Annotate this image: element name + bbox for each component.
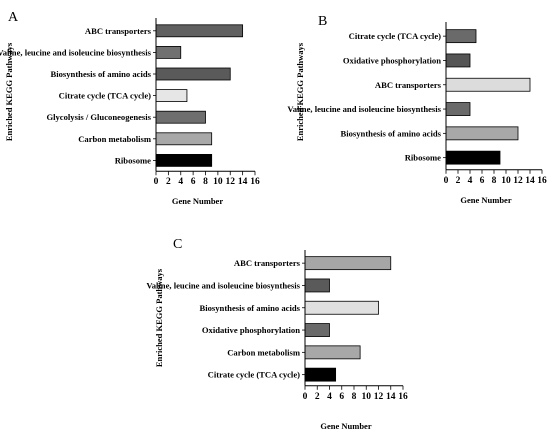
panel-b-x-tick-label: 2 <box>456 176 461 186</box>
panel-b-letter: B <box>318 14 327 29</box>
panel-b-x-tick-label: 10 <box>501 176 511 186</box>
panel-b-x-tick-label: 14 <box>525 176 535 186</box>
panel-b-bar <box>445 126 519 141</box>
panel-c-x-tick-label: 10 <box>362 392 372 402</box>
panel-c-letter: C <box>173 237 182 252</box>
panel-b-bar <box>445 77 531 92</box>
panel-c-x-axis-title: Gene Number <box>320 421 371 431</box>
panel-b-y-axis-title: Enriched KEGG Pathways <box>295 42 305 141</box>
panel-b-bar <box>445 102 471 116</box>
panel-c-bar <box>304 367 337 382</box>
panel-c-bar <box>304 256 392 271</box>
panel-a-category-label: Citrate cycle (TCA cycle) <box>59 91 151 101</box>
panel-a-category-label: Biosynthesis of amino acids <box>50 69 151 79</box>
panel-c-bar <box>304 323 330 337</box>
panel-c-x-tick-label: 12 <box>374 392 384 402</box>
panel-c-bar <box>304 345 361 360</box>
panel-b-x-tick-label: 16 <box>537 176 547 186</box>
panel-b-category-label: Valine, leucine and isoleucine biosynthe… <box>287 104 441 114</box>
panel-a-bar <box>155 132 213 146</box>
panel-a-category-label: Glycolysis / Gluconeogenesis <box>46 112 151 122</box>
panel-b-bar <box>445 150 501 165</box>
panel-a-chart: A Enriched KEGG Pathways ABC transporters V… <box>0 10 260 206</box>
panel-c-chart: C Enriched KEGG Pathways ABC transporters V… <box>146 237 408 431</box>
panel-a-bar <box>155 110 206 124</box>
panel-a-bar <box>155 89 188 102</box>
panel-a-x-tick-label: 0 <box>154 177 159 187</box>
panel-c-x-tick-label: 0 <box>303 392 308 402</box>
panel-c-x-tick-label: 2 <box>315 392 320 402</box>
panel-b-x-tick-label: 8 <box>492 176 497 186</box>
panel-c-x-tick-label: 4 <box>327 392 332 402</box>
panel-b-x-tick-label: 6 <box>480 176 485 186</box>
panel-a-x-tick-label: 10 <box>213 177 223 187</box>
panel-b-category-label: Ribosome <box>405 153 441 163</box>
panel-c-x-tick-label: 8 <box>352 392 357 402</box>
panel-b-category-label: Oxidative phosphorylation <box>343 55 441 65</box>
panel-b-bar <box>445 29 477 44</box>
panel-c-category-label: Biosynthesis of amino acids <box>199 303 300 313</box>
panel-a-bar <box>155 153 213 167</box>
panel-c-category-label: Carbon metabolism <box>227 347 301 357</box>
panel-a-x-tick-label: 4 <box>178 177 183 187</box>
panel-b-chart: B Enriched KEGG Pathways Citrate cycle (TC… <box>287 14 547 205</box>
panel-c-category-label: Citrate cycle (TCA cycle) <box>208 370 300 380</box>
panel-a-x-axis-title: Gene Number <box>172 196 223 206</box>
panel-c-x-tick-label: 16 <box>398 392 408 402</box>
panel-a-letter: A <box>8 10 19 25</box>
panel-b-x-axis-title: Gene Number <box>460 195 511 205</box>
panel-c-bar <box>304 278 330 293</box>
panel-a-x-tick-label: 6 <box>191 177 196 187</box>
panel-a-category-label: Valine, leucine and isoleucine biosynthe… <box>0 47 152 57</box>
panel-a-x-tick-label: 2 <box>166 177 171 187</box>
panel-c-category-label: ABC transporters <box>234 258 301 268</box>
panel-b-category-label: ABC transporters <box>375 80 442 90</box>
panel-a-category-label: Carbon metabolism <box>78 134 152 144</box>
panel-c-category-label: Oxidative phosphorylation <box>202 325 300 335</box>
panel-c-y-axis-title: Enriched KEGG Pathways <box>154 268 164 367</box>
panel-c-bar <box>304 300 379 315</box>
panel-a-bar <box>155 46 182 59</box>
panel-a-x-tick-label: 14 <box>238 177 248 187</box>
panel-a-bar <box>155 67 231 81</box>
panel-b-x-tick-label: 12 <box>513 176 523 186</box>
panel-b-x-tick-label: 0 <box>444 176 449 186</box>
panel-b-x-tick-label: 4 <box>468 176 473 186</box>
panel-a-x-tick-label: 8 <box>203 177 208 187</box>
panel-a-bar <box>155 24 244 38</box>
panel-b-category-label: Citrate cycle (TCA cycle) <box>349 31 441 41</box>
panel-a-y-axis-title: Enriched KEGG Pathways <box>4 42 14 141</box>
panel-a-category-label: Ribosome <box>115 155 151 165</box>
panel-a-category-label: ABC transporters <box>85 26 152 36</box>
panel-c-x-tick-label: 6 <box>339 392 344 402</box>
panel-b-bar <box>445 53 471 68</box>
panel-c-x-tick-label: 14 <box>386 392 396 402</box>
panel-a-x-tick-label: 12 <box>226 177 236 187</box>
panel-c-category-label: Valine, leucine and isoleucine biosynthe… <box>146 280 300 290</box>
panel-a-x-tick-label: 16 <box>250 177 260 187</box>
panel-b-category-label: Biosynthesis of amino acids <box>340 128 441 138</box>
